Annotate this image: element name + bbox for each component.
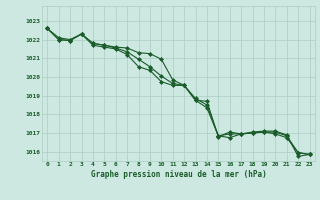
- X-axis label: Graphe pression niveau de la mer (hPa): Graphe pression niveau de la mer (hPa): [91, 170, 266, 179]
